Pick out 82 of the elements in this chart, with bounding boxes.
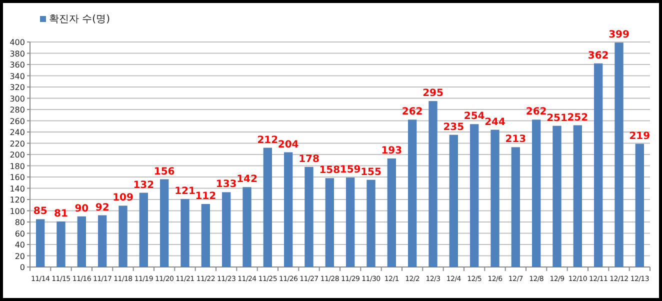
- bar: [160, 179, 169, 267]
- data-label: 178: [298, 154, 320, 165]
- bar: [552, 126, 562, 267]
- bar: [77, 216, 86, 267]
- bar: [201, 204, 210, 267]
- data-label: 219: [629, 130, 650, 142]
- data-label: 399: [608, 30, 630, 41]
- y-tick-label: 220: [10, 139, 25, 148]
- bar: [511, 147, 520, 267]
- data-label: 133: [216, 179, 237, 190]
- data-label: 262: [402, 106, 423, 118]
- data-label: 156: [154, 166, 175, 178]
- data-label: 251: [546, 112, 568, 124]
- y-tick-label: 300: [10, 94, 25, 104]
- bar: [490, 130, 500, 267]
- y-tick-label: 180: [10, 162, 25, 171]
- legend: 확진자 수(명): [40, 14, 110, 25]
- data-label: 90: [74, 203, 89, 214]
- bar: [408, 120, 417, 267]
- data-label: 295: [422, 88, 444, 100]
- data-label: 132: [133, 180, 154, 191]
- bar: [346, 178, 355, 267]
- bar: [56, 221, 66, 267]
- bar: [449, 134, 458, 267]
- y-tick-label: 0: [20, 263, 25, 272]
- bar: [614, 42, 624, 267]
- data-label: 158: [319, 165, 340, 176]
- bar: [263, 148, 272, 267]
- bar: [366, 180, 376, 267]
- y-tick-label: 120: [10, 196, 25, 204]
- y-tick-label: 280: [10, 106, 25, 114]
- data-label: 262: [526, 106, 547, 118]
- y-tick-label: 60: [14, 229, 25, 238]
- data-label: 81: [54, 208, 68, 220]
- bar: [594, 63, 603, 267]
- y-tick-label: 380: [10, 49, 25, 58]
- bar: [284, 152, 293, 267]
- data-label: 112: [195, 191, 216, 202]
- y-tick-label: 360: [10, 60, 25, 70]
- bar: [387, 158, 396, 267]
- bar: [470, 124, 479, 267]
- data-label: 254: [464, 111, 485, 122]
- data-label: 92: [95, 202, 110, 214]
- bar: [118, 206, 128, 267]
- y-tick-label: 80: [14, 218, 25, 227]
- bar: [573, 125, 582, 267]
- y-tick-label: 40: [14, 240, 25, 250]
- y-tick-label: 340: [10, 72, 25, 81]
- bar: [532, 120, 541, 267]
- bar: [428, 101, 438, 267]
- y-tick-label: 100: [10, 206, 25, 216]
- data-label: 121: [174, 186, 196, 197]
- data-label: 109: [112, 192, 134, 204]
- bar: [325, 178, 334, 267]
- bar: [36, 219, 45, 267]
- data-label: 204: [278, 139, 299, 150]
- data-label: 159: [340, 164, 361, 176]
- y-tick-label: 20: [14, 252, 25, 261]
- data-label: 362: [588, 50, 609, 62]
- y-tick-label: 200: [10, 150, 25, 160]
- bar: [180, 198, 190, 267]
- data-label: 193: [381, 145, 402, 156]
- data-label: 212: [257, 134, 278, 146]
- y-tick-label: 140: [10, 184, 25, 194]
- y-tick-label: 240: [10, 128, 25, 137]
- y-tick-label: 400: [10, 38, 25, 47]
- bar: [242, 187, 252, 267]
- data-label: 252: [567, 112, 588, 124]
- data-label: 244: [484, 116, 506, 128]
- bar: [139, 192, 148, 267]
- bar: [222, 192, 231, 267]
- data-label: 235: [443, 122, 464, 133]
- data-label: 142: [236, 174, 258, 186]
- bar: [304, 166, 314, 267]
- data-label: 155: [360, 166, 382, 178]
- data-label: 85: [33, 206, 48, 218]
- bar: [98, 215, 107, 267]
- bar: [635, 144, 644, 267]
- y-tick-label: 160: [10, 173, 25, 182]
- y-tick-label: 320: [10, 83, 25, 92]
- data-label: 213: [505, 134, 526, 146]
- y-tick-label: 260: [10, 116, 25, 126]
